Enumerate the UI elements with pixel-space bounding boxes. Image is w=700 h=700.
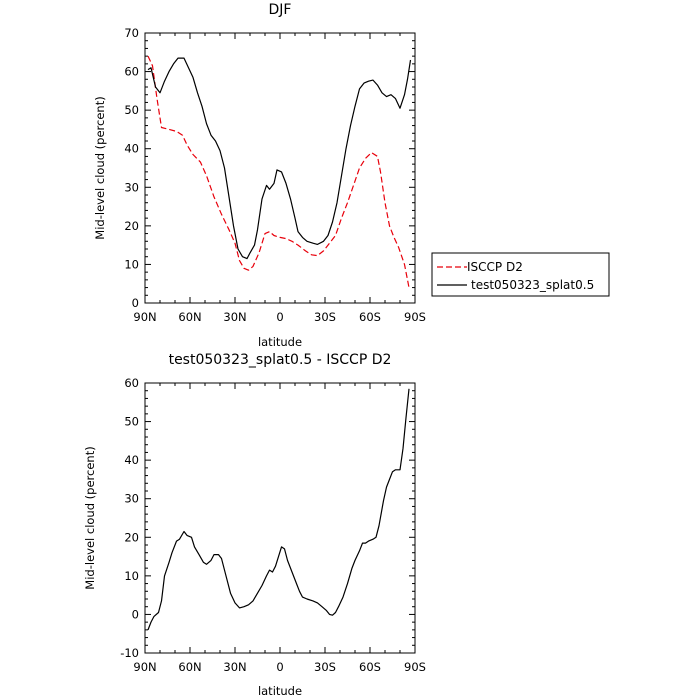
- legend-label-model: test050323_splat0.5: [471, 278, 594, 292]
- top-y-tick-label: 40: [124, 142, 139, 156]
- bottom-y-tick-label: 40: [124, 453, 139, 467]
- bottom-y-axis-ticks: -10 0 10 20 30 40 50 60: [120, 376, 415, 660]
- top-y-axis-ticks: 0 10 20 30 40 50 60 70: [124, 26, 415, 310]
- top-x-tick-label: 60S: [359, 310, 381, 324]
- top-series-lines: [147, 55, 412, 288]
- top-y-tick-label: 20: [124, 219, 139, 233]
- legend-label-isccp: ISCCP D2: [467, 260, 523, 274]
- bottom-panel: test050323_splat0.5 - ISCCP D2 -10 0 10 20 3…: [83, 352, 426, 698]
- top-x-tick-label: 90N: [133, 310, 156, 324]
- bottom-x-tick-label: 90S: [404, 660, 426, 674]
- bottom-x-tick-label: 30N: [223, 660, 246, 674]
- bottom-y-tick-label: -10: [120, 646, 139, 660]
- top-y-tick-label: 10: [124, 257, 139, 271]
- top-y-tick-label: 30: [124, 180, 139, 194]
- top-x-tick-label: 0: [276, 310, 283, 324]
- bottom-chart-title: test050323_splat0.5 - ISCCP D2: [169, 352, 392, 368]
- top-y-tick-label: 60: [124, 65, 139, 79]
- top-y-tick-label: 50: [124, 103, 139, 117]
- top-series-line-1: [147, 55, 410, 288]
- top-plot-frame: [144, 32, 416, 304]
- top-series-line-2: [147, 57, 412, 260]
- bottom-x-axis-label: latitude: [258, 684, 302, 698]
- legend: ISCCP D2 test050323_splat0.5: [431, 252, 610, 297]
- bottom-x-axis-ticks: 90N 60N 30N 0 30S 60S 90S: [133, 383, 426, 674]
- bottom-y-tick-label: 30: [124, 492, 139, 506]
- bottom-x-tick-label: 90N: [133, 660, 156, 674]
- bottom-x-tick-label: 60S: [359, 660, 381, 674]
- top-y-tick-label: 70: [124, 26, 139, 40]
- bottom-x-tick-label: 30S: [314, 660, 336, 674]
- bottom-x-tick-label: 60N: [178, 660, 201, 674]
- top-x-tick-label: 60N: [178, 310, 201, 324]
- bottom-series-line-1: [147, 388, 410, 631]
- top-x-tick-label: 30N: [223, 310, 246, 324]
- top-x-axis-ticks: 90N 60N 30N 0 30S 60S 90S: [133, 33, 426, 324]
- bottom-y-tick-label: 20: [124, 530, 139, 544]
- top-chart-title: DJF: [269, 2, 292, 18]
- bottom-series-lines: [147, 388, 410, 631]
- legend-box: [431, 252, 610, 297]
- top-y-axis-label: Mid-level cloud (percent): [93, 96, 107, 239]
- top-y-tick-label: 0: [132, 296, 139, 310]
- top-x-tick-label: 90S: [404, 310, 426, 324]
- bottom-y-axis-label: Mid-level cloud (percent): [83, 446, 97, 589]
- bottom-y-tick-label: 60: [124, 376, 139, 390]
- top-x-tick-label: 30S: [314, 310, 336, 324]
- bottom-y-tick-label: 50: [124, 415, 139, 429]
- bottom-x-tick-label: 0: [276, 660, 283, 674]
- bottom-y-tick-label: 0: [132, 607, 139, 621]
- bottom-y-tick-label: 10: [124, 569, 139, 583]
- top-x-axis-label: latitude: [258, 335, 302, 349]
- bottom-plot-frame: [144, 382, 416, 654]
